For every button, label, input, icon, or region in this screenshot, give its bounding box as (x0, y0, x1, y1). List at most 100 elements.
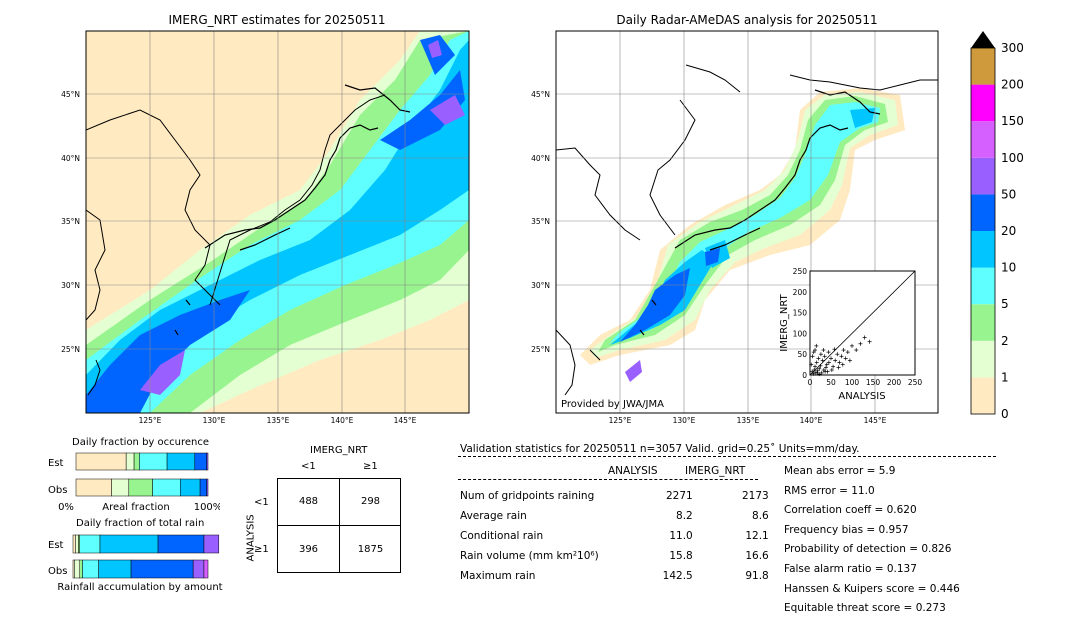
contingency-row-lt1: <1 (254, 497, 269, 508)
contingency-title: IMERG_NRT (310, 445, 368, 456)
scatter-xlabel: ANALYSIS (838, 391, 885, 402)
validation-analysis-value: 8.2 (676, 510, 693, 522)
map1-xtick: 135°E (267, 416, 290, 425)
total-rain-chart: Est Obs Rainfall accumulation by amount (48, 534, 223, 593)
fraction-segment (79, 534, 101, 554)
scatter-point (829, 368, 834, 373)
validation-score: Equitable threat score = 0.273 (784, 602, 946, 615)
scatter-point (850, 343, 854, 348)
colorbar-block (971, 84, 995, 122)
contingency-row-ge1: ≥1 (254, 544, 269, 555)
scatter-ylabel: IMERG_NRT (779, 293, 790, 351)
validation-col-analysis: ANALYSIS (608, 465, 658, 477)
fraction-segment (130, 559, 194, 579)
scatter-point (810, 354, 815, 359)
validation-row-label: Rain volume (mm km²10⁶) (460, 550, 599, 562)
scatter-point (818, 363, 823, 368)
fraction-segment (75, 534, 79, 554)
validation-imerg-value: 12.1 (745, 530, 769, 542)
validation-score: False alarm ratio = 0.137 (784, 562, 917, 575)
scatter-point (821, 348, 826, 353)
map2-ytick: 25°N (531, 345, 550, 354)
validation-divider-top (458, 456, 996, 457)
map1-coast-mainland (86, 94, 386, 396)
total-rain-label-obs: Obs (48, 566, 67, 577)
scatter-ytick: 200 (793, 288, 808, 297)
fraction-segment (75, 478, 112, 497)
scatter-point (845, 350, 850, 355)
validation-analysis-value: 11.0 (669, 530, 693, 542)
fraction-segment (133, 452, 140, 471)
colorbar-label: 150 (1001, 114, 1024, 128)
map2-xtick: 125°E (609, 416, 632, 425)
scatter-ytick: 150 (793, 309, 808, 318)
colorbar-label: 100 (1001, 151, 1024, 165)
validation-imerg-value: 16.6 (745, 550, 769, 562)
map1-xtick: 125°E (139, 416, 162, 425)
colorbar-label: 300 (1001, 41, 1024, 55)
colorbar-block (971, 377, 995, 414)
scatter-points (809, 335, 872, 377)
contingency-grid: 488 298 396 1875 (277, 478, 401, 573)
validation-imerg-value: 8.6 (752, 510, 769, 522)
map1-title: IMERG_NRT estimates for 20250511 (168, 13, 386, 27)
validation-row-label: Conditional rain (460, 530, 544, 542)
map2-rain-20 (620, 248, 720, 342)
fraction-segment (128, 478, 153, 497)
scatter-point (814, 343, 819, 348)
map1-frame (85, 30, 470, 414)
occurrence-label-obs: Obs (48, 485, 67, 496)
fraction-segment (157, 534, 205, 554)
scatter-point (810, 369, 815, 374)
validation-row: Maximum rain 142.5 91.8 (460, 566, 769, 586)
validation-imerg-value: 2173 (742, 490, 769, 502)
fraction-segment (111, 478, 130, 497)
occurrence-label-est: Est (48, 458, 64, 469)
colorbar-block (971, 194, 995, 231)
scatter-ytick: 0 (802, 371, 807, 380)
validation-imerg-value: 91.8 (745, 570, 769, 582)
scatter-point (843, 356, 848, 361)
radar-map: Provided by JWA/JMA 125°E 130°E 135°E 14… (531, 30, 939, 425)
validation-row: Conditional rain 11.0 12.1 (460, 526, 769, 546)
map1-axis-labels: 125°E 130°E 135°E 140°E 145°E 25°N 30°N … (61, 90, 417, 425)
validation-table: Num of gridpoints raining 2271 2173 Average… (460, 486, 769, 586)
colorbar-block (971, 267, 995, 305)
validation-score: Frequency bias = 0.957 (784, 523, 909, 536)
scatter-point (823, 369, 828, 374)
scatter-point (858, 341, 863, 346)
scatter-point (833, 358, 838, 363)
map2-rain-50 (625, 360, 642, 382)
scatter-point (840, 362, 845, 367)
colorbar-frame (970, 47, 996, 415)
map2-xtick: 130°E (673, 416, 696, 425)
validation-row-label: Average rain (460, 510, 527, 522)
fraction-segment (125, 452, 135, 471)
fraction-segment (194, 452, 207, 471)
map1-xtick: 140°E (331, 416, 354, 425)
validation-score: Mean abs error = 5.9 (784, 465, 896, 477)
colorbar-block (971, 121, 995, 158)
scatter-point (820, 358, 825, 363)
total-rain-xlabel: Rainfall accumulation by amount (57, 582, 222, 593)
colorbar: 0 1 2 5 10 20 50 100 150 200 300 (970, 31, 1024, 421)
validation-row: Average rain 8.2 8.6 (460, 506, 769, 526)
colorbar-label: 5 (1001, 297, 1009, 311)
scatter-xtick: 150 (866, 378, 881, 387)
fraction-segment (166, 452, 196, 471)
fraction-segment (199, 478, 207, 497)
map1-grid (86, 31, 469, 413)
map1-xtick: 145°E (394, 416, 417, 425)
map2-xtick: 140°E (800, 416, 823, 425)
validation-score: Hanssen & Kuipers score = 0.446 (784, 582, 960, 595)
occurrence-title: Daily fraction by occurence (72, 437, 210, 448)
map1-rain-20 (86, 35, 465, 413)
colorbar-block (971, 157, 995, 195)
scatter-point (841, 348, 846, 353)
validation-analysis-value: 15.8 (669, 550, 693, 562)
validation-row: Rain volume (mm km²10⁶) 15.8 16.6 (460, 546, 769, 566)
fraction-segment (75, 452, 127, 471)
contingency-col-ge1: ≥1 (363, 461, 378, 472)
contingency-cell: 396 (298, 544, 319, 555)
fraction-segment (79, 559, 83, 579)
